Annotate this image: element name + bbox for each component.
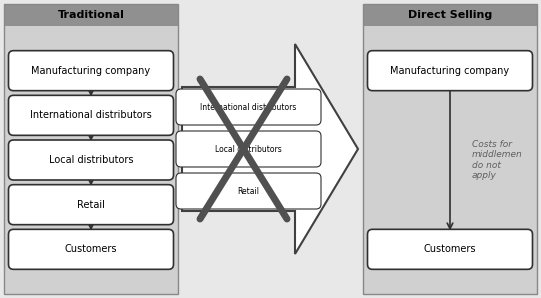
Bar (363, 26, 537, 294)
Bar (4, 4, 178, 294)
Text: Customers: Customers (424, 244, 476, 254)
Bar (363, 4, 537, 26)
FancyBboxPatch shape (9, 51, 174, 91)
Text: Costs for
middlemen
do not
apply: Costs for middlemen do not apply (472, 140, 523, 180)
FancyBboxPatch shape (176, 89, 321, 125)
Text: Direct Selling: Direct Selling (408, 10, 492, 20)
Text: Retail: Retail (237, 187, 260, 195)
Polygon shape (182, 44, 358, 254)
FancyBboxPatch shape (367, 51, 532, 91)
Text: Local distributors: Local distributors (215, 145, 282, 153)
Text: Local distributors: Local distributors (49, 155, 133, 165)
FancyBboxPatch shape (367, 229, 532, 269)
FancyBboxPatch shape (176, 131, 321, 167)
FancyBboxPatch shape (9, 229, 174, 269)
Bar (363, 4, 537, 294)
Bar (4, 4, 178, 26)
FancyBboxPatch shape (9, 140, 174, 180)
Text: Customers: Customers (65, 244, 117, 254)
Text: International distributors: International distributors (30, 110, 152, 120)
Text: Traditional: Traditional (57, 10, 124, 20)
FancyBboxPatch shape (9, 95, 174, 135)
FancyBboxPatch shape (9, 185, 174, 225)
Text: Manufacturing company: Manufacturing company (31, 66, 150, 76)
Bar (4, 26, 178, 294)
Text: Retail: Retail (77, 200, 105, 210)
Text: Manufacturing company: Manufacturing company (391, 66, 510, 76)
Text: International distributors: International distributors (200, 103, 296, 111)
FancyBboxPatch shape (176, 173, 321, 209)
